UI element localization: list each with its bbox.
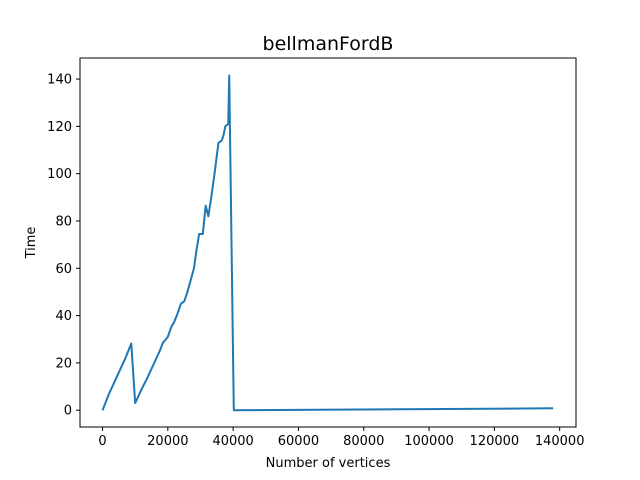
x-tick-label: 100000 bbox=[404, 434, 454, 449]
series-layer bbox=[101, 74, 554, 412]
y-tick-label: 80 bbox=[55, 214, 72, 229]
plot-area-frame bbox=[79, 57, 577, 428]
x-tick-label: 20000 bbox=[147, 434, 188, 449]
x-tick-label: 40000 bbox=[212, 434, 253, 449]
x-tick-label: 60000 bbox=[278, 434, 319, 449]
x-tick-label: 140000 bbox=[535, 434, 585, 449]
y-axis-label: Time bbox=[24, 227, 39, 260]
y-axis-ticks: 0 20 40 60 80 100 120 140 bbox=[47, 73, 80, 419]
y-tick-label: 60 bbox=[55, 262, 72, 277]
y-tick-label: 100 bbox=[47, 167, 72, 182]
x-tick-label: 80000 bbox=[343, 434, 384, 449]
series-line bbox=[101, 74, 554, 412]
y-tick-label: 0 bbox=[64, 404, 72, 419]
x-tick-label: 0 bbox=[98, 434, 106, 449]
y-tick-label: 140 bbox=[47, 73, 72, 88]
x-axis-ticks: 0 20000 40000 60000 80000 100000 120000 140000 bbox=[98, 427, 584, 449]
x-axis-label: Number of vertices bbox=[266, 456, 391, 471]
y-tick-label: 40 bbox=[55, 309, 72, 324]
chart-title: bellmanFordB bbox=[263, 33, 394, 55]
x-tick-label: 120000 bbox=[470, 434, 520, 449]
y-tick-label: 20 bbox=[55, 356, 72, 371]
y-tick-label: 120 bbox=[47, 120, 72, 135]
